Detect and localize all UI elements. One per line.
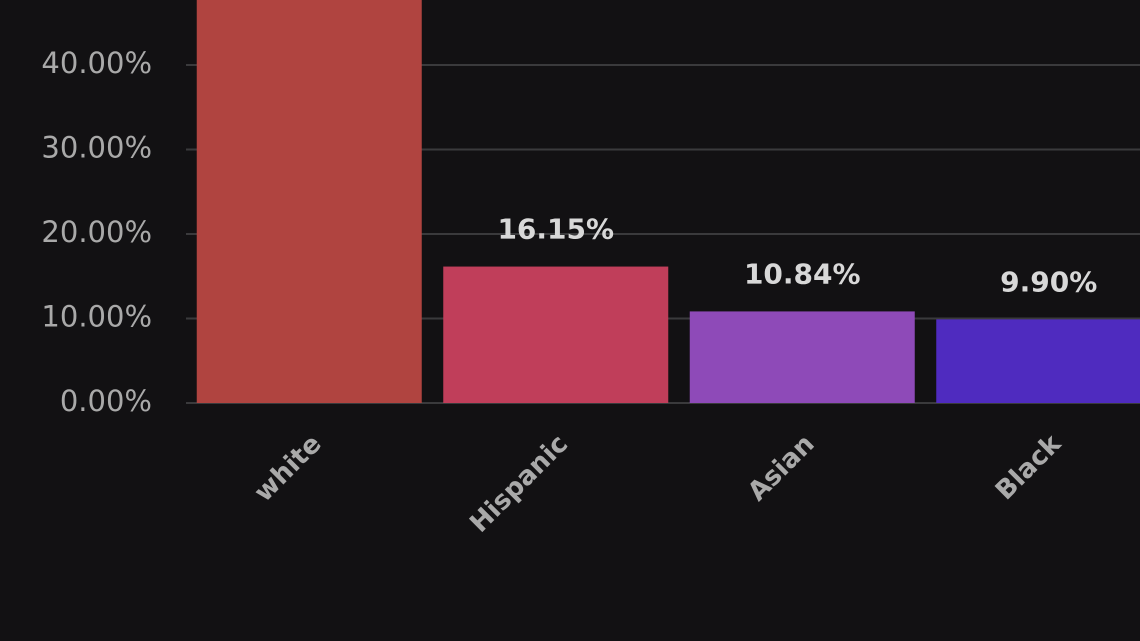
y-tick-label: 0.00% — [60, 384, 152, 418]
x-tick-label: Asian — [742, 429, 820, 507]
x-tick-label: Hispanic — [464, 429, 574, 539]
x-tick-label: Black — [990, 429, 1068, 507]
y-tick-label: 40.00% — [41, 46, 152, 80]
data-label: 16.15% — [497, 213, 614, 246]
data-label: 9.90% — [1000, 265, 1097, 298]
y-tick-label: 30.00% — [41, 131, 152, 165]
bar — [443, 266, 669, 403]
x-tick-label: white — [249, 429, 328, 508]
y-tick-label: 20.00% — [41, 215, 152, 249]
bar — [689, 311, 915, 403]
data-label: 10.84% — [744, 257, 861, 290]
y-tick-label: 10.00% — [41, 300, 152, 334]
bar — [936, 319, 1140, 403]
bar — [196, 0, 422, 403]
bars — [196, 0, 1140, 403]
